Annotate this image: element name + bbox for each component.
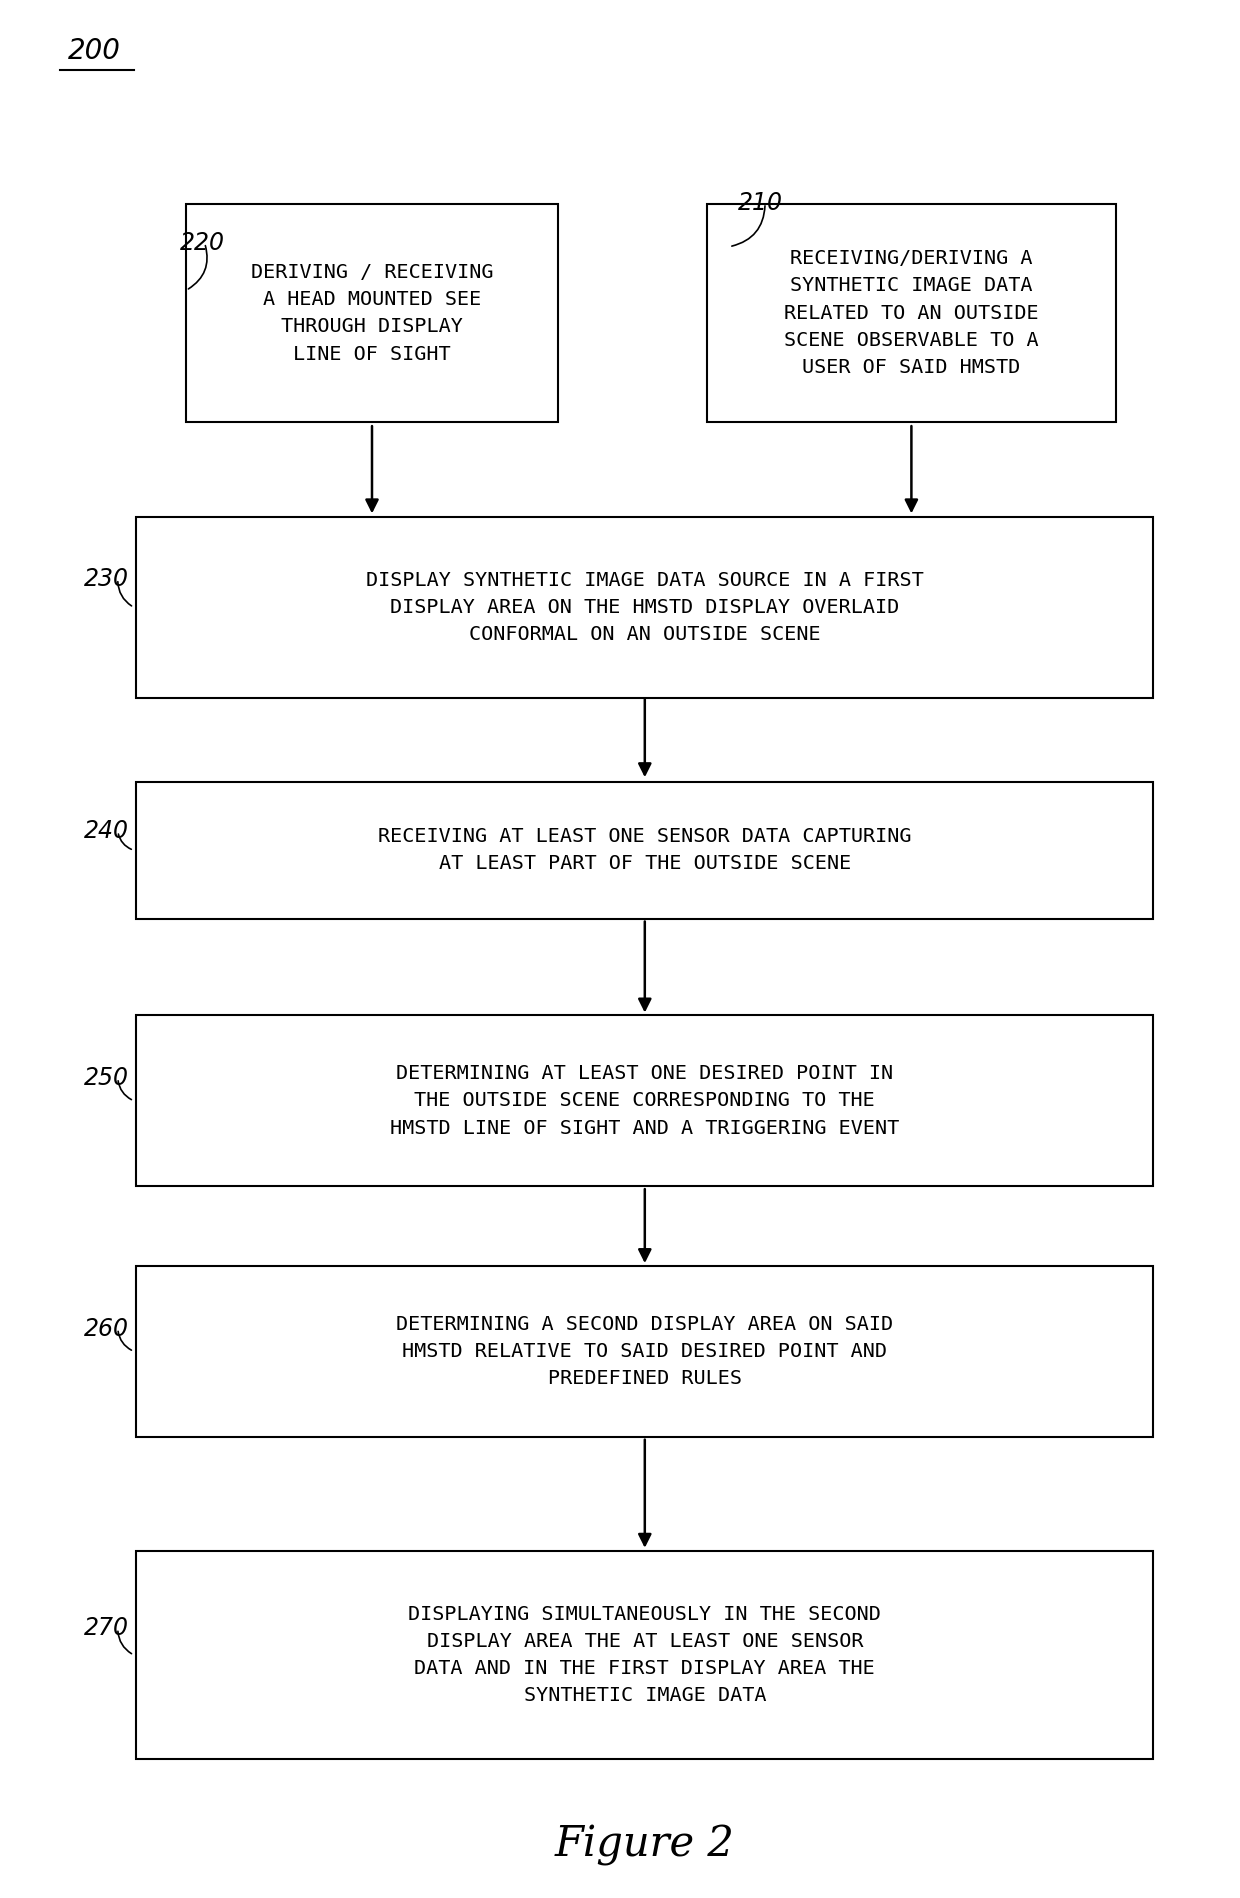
Text: 250: 250 [84,1067,129,1089]
FancyBboxPatch shape [136,782,1153,919]
Text: RECEIVING/DERIVING A
SYNTHETIC IMAGE DATA
RELATED TO AN OUTSIDE
SCENE OBSERVABLE: RECEIVING/DERIVING A SYNTHETIC IMAGE DAT… [784,249,1039,378]
Text: 220: 220 [180,232,224,254]
FancyBboxPatch shape [136,1266,1153,1437]
Text: Figure 2: Figure 2 [554,1824,735,1866]
Text: 230: 230 [84,568,129,590]
Text: 210: 210 [738,192,782,214]
FancyBboxPatch shape [186,205,558,423]
Text: RECEIVING AT LEAST ONE SENSOR DATA CAPTURING
AT LEAST PART OF THE OUTSIDE SCENE: RECEIVING AT LEAST ONE SENSOR DATA CAPTU… [378,828,911,873]
Text: DETERMINING A SECOND DISPLAY AREA ON SAID
HMSTD RELATIVE TO SAID DESIRED POINT A: DETERMINING A SECOND DISPLAY AREA ON SAI… [397,1315,893,1387]
FancyBboxPatch shape [136,1015,1153,1186]
Text: 260: 260 [84,1317,129,1340]
Text: 240: 240 [84,820,129,843]
Text: 270: 270 [84,1617,129,1640]
Text: DETERMINING AT LEAST ONE DESIRED POINT IN
THE OUTSIDE SCENE CORRESPONDING TO THE: DETERMINING AT LEAST ONE DESIRED POINT I… [391,1065,899,1137]
Text: DERIVING / RECEIVING
A HEAD MOUNTED SEE
THROUGH DISPLAY
LINE OF SIGHT: DERIVING / RECEIVING A HEAD MOUNTED SEE … [250,262,494,364]
Text: DISPLAY SYNTHETIC IMAGE DATA SOURCE IN A FIRST
DISPLAY AREA ON THE HMSTD DISPLAY: DISPLAY SYNTHETIC IMAGE DATA SOURCE IN A… [366,571,924,643]
FancyBboxPatch shape [136,516,1153,697]
Text: DISPLAYING SIMULTANEOUSLY IN THE SECOND
DISPLAY AREA THE AT LEAST ONE SENSOR
DAT: DISPLAYING SIMULTANEOUSLY IN THE SECOND … [408,1604,882,1706]
FancyBboxPatch shape [136,1551,1153,1759]
FancyBboxPatch shape [707,205,1116,423]
Text: 200: 200 [68,36,122,65]
